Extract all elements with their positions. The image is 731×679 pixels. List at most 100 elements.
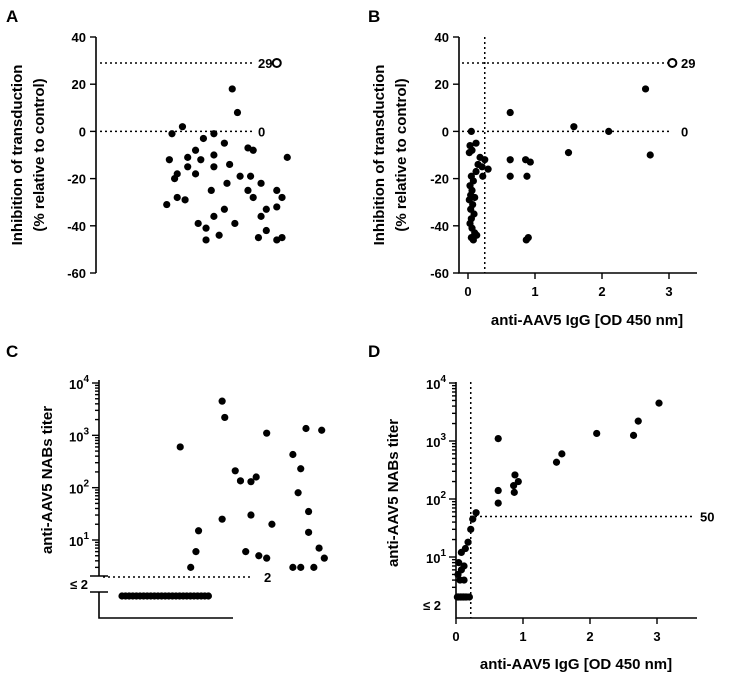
- data-point: [289, 563, 297, 571]
- x-tick-label: 0: [452, 629, 459, 644]
- y-tick-label: 0: [442, 124, 449, 139]
- data-point: [226, 160, 234, 169]
- panel-a-y-title-line1: Inhibition of transduction: [9, 65, 26, 246]
- data-point: [471, 193, 479, 202]
- data-point: [564, 149, 573, 157]
- data-point: [305, 528, 313, 536]
- data-point: [511, 471, 519, 479]
- data-point: [455, 559, 463, 567]
- data-point: [460, 576, 468, 584]
- data-point: [165, 156, 173, 164]
- panel-d-below-limit-label: ≤ 2: [423, 598, 441, 613]
- panel-c-ref-lines: 2: [103, 570, 271, 585]
- data-point: [220, 139, 228, 147]
- data-point: [254, 234, 263, 242]
- y-tick-label: 20: [72, 77, 86, 92]
- data-point: [524, 234, 532, 242]
- data-point: [629, 431, 638, 439]
- y-tick-label: 102: [69, 479, 89, 497]
- data-point: [514, 477, 522, 486]
- data-point: [655, 399, 663, 407]
- data-point: [464, 538, 472, 546]
- panel-d-axes: [455, 382, 697, 619]
- data-point: [210, 163, 218, 171]
- data-point: [210, 130, 218, 138]
- data-point: [184, 163, 192, 171]
- data-point: [228, 85, 236, 93]
- data-point: [262, 205, 270, 213]
- data-point: [526, 158, 534, 166]
- data-point: [469, 515, 477, 523]
- data-point: [593, 429, 601, 438]
- data-point: [194, 219, 202, 228]
- data-point-below-limit: [465, 593, 473, 601]
- data-point-below-limit: [204, 592, 212, 600]
- data-point-below-limit: [459, 593, 467, 601]
- panel-b: B Inhibition of transduction (% relative…: [368, 7, 697, 329]
- y-tick-label: 101: [69, 531, 89, 549]
- panel-d-points: [453, 399, 663, 601]
- data-point: [197, 156, 205, 164]
- y-tick-label: 40: [435, 30, 449, 45]
- data-point: [202, 236, 210, 244]
- y-tick-label: 20: [435, 77, 449, 92]
- y-tick-label: 102: [426, 490, 446, 508]
- data-point: [558, 450, 566, 458]
- data-point: [263, 554, 271, 562]
- y-tick-label: -60: [67, 266, 86, 281]
- panel-c-y-tick-labels: 101 102 103 104: [69, 374, 89, 549]
- panel-letter-c: C: [6, 342, 18, 361]
- panel-letter-a: A: [6, 7, 18, 26]
- data-point: [467, 127, 475, 135]
- data-point: [454, 570, 462, 579]
- data-point: [634, 417, 642, 425]
- ref-line-label: 0: [258, 124, 265, 139]
- panel-b-axes: [458, 37, 697, 274]
- data-point: [187, 563, 195, 571]
- data-point: [255, 552, 263, 560]
- data-point: [510, 488, 518, 496]
- data-point: [184, 153, 192, 161]
- data-point: [273, 186, 281, 194]
- ref-line-label: 29: [681, 56, 695, 71]
- panel-d-x-ticks: [455, 618, 658, 624]
- panel-a: A Inhibition of transduction (% relative…: [6, 7, 291, 281]
- data-point: [247, 478, 255, 486]
- y-tick-label: 40: [72, 30, 86, 45]
- y-tick-label: 104: [426, 374, 446, 392]
- data-point: [310, 563, 318, 571]
- data-point: [523, 172, 531, 180]
- data-point: [667, 57, 678, 68]
- y-tick-label: -40: [430, 219, 449, 234]
- data-point: [244, 186, 252, 194]
- data-point: [210, 151, 218, 159]
- data-point: [467, 525, 475, 533]
- data-point: [194, 527, 203, 535]
- data-point: [218, 397, 226, 405]
- y-tick-label: -20: [430, 172, 449, 187]
- panel-b-y-ticks: [453, 36, 459, 274]
- data-point: [257, 179, 265, 187]
- panel-c-y-axis-lower: [98, 592, 233, 619]
- data-point: [318, 426, 326, 434]
- x-tick-label: 2: [598, 284, 605, 299]
- x-tick-label: 0: [464, 284, 471, 299]
- data-point: [236, 477, 245, 485]
- ref-line-label: 50: [700, 509, 714, 524]
- data-point: [506, 108, 514, 117]
- panel-letter-d: D: [368, 342, 380, 361]
- panel-a-ref-lines: 29 0: [100, 56, 272, 139]
- data-point: [249, 146, 257, 154]
- data-point: [233, 108, 242, 117]
- data-point: [192, 548, 200, 556]
- data-point: [231, 219, 239, 228]
- data-point: [218, 515, 226, 523]
- data-point: [278, 234, 286, 242]
- data-point: [202, 224, 210, 232]
- data-point: [273, 203, 281, 211]
- data-point: [271, 57, 282, 68]
- panel-a-points: [163, 57, 291, 244]
- data-point: [570, 123, 578, 131]
- ref-line-label: 2: [264, 570, 271, 585]
